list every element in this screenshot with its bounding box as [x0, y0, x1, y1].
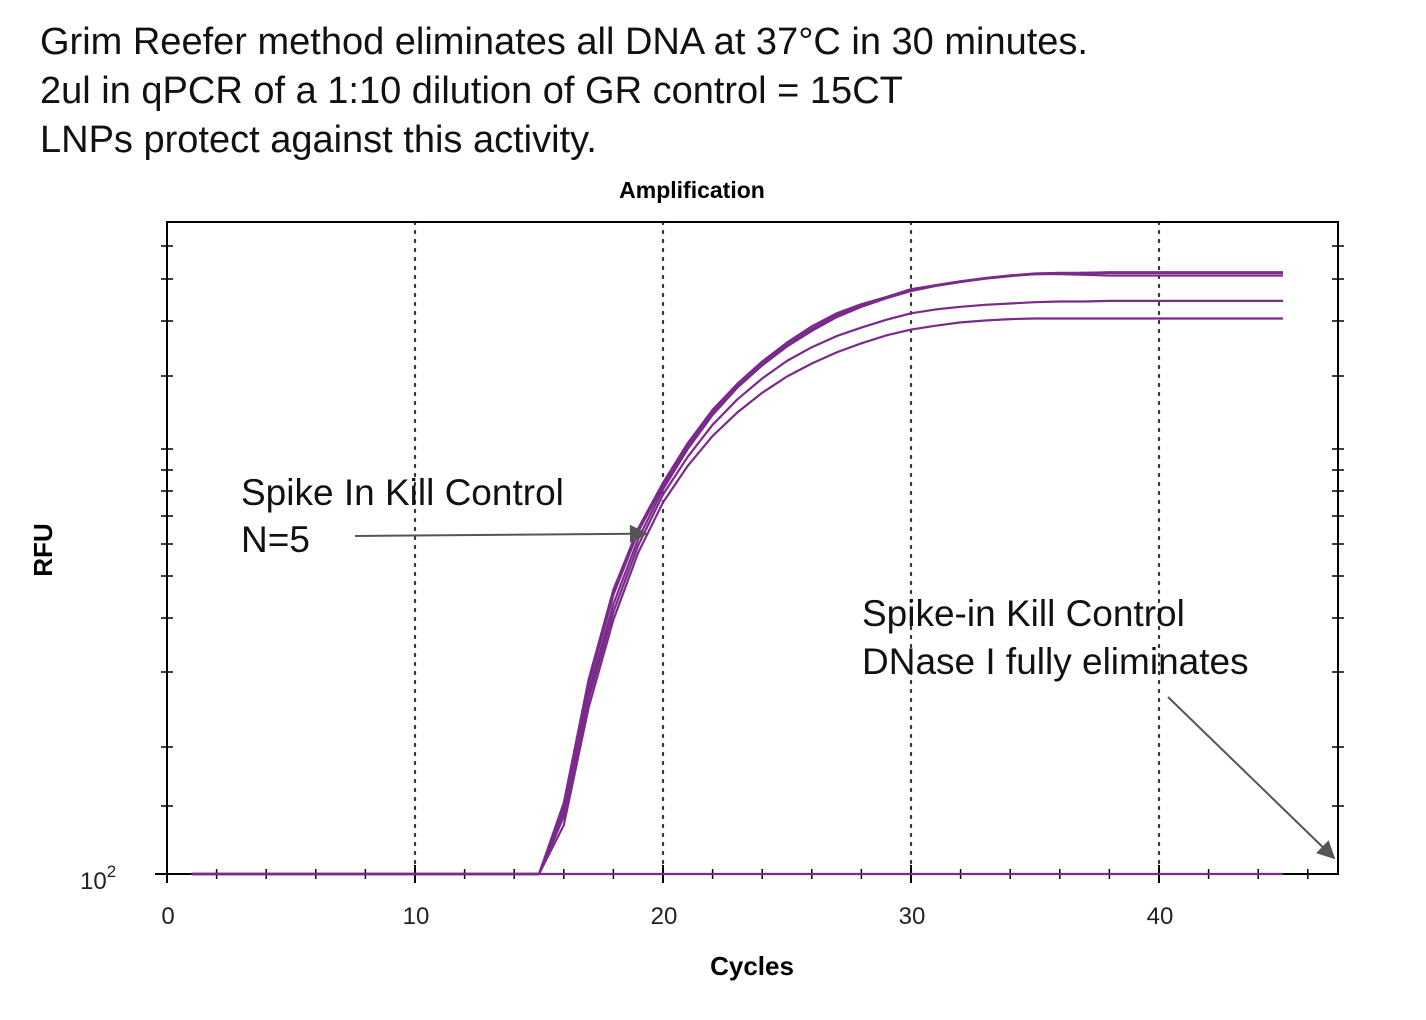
x-axis-label: Cycles — [710, 951, 794, 981]
annotation-dnase: Spike-in Kill Control DNase I fully elimi… — [862, 593, 1249, 682]
annotation-spike-in-n5: Spike In Kill Control N=5 — [241, 472, 564, 560]
annotation-arrow — [1167, 696, 1336, 860]
heading-line: Grim Reefer method eliminates all DNA at… — [40, 21, 1088, 63]
annotation-line: N=5 — [241, 519, 310, 560]
x-tick-label: 0 — [161, 903, 174, 930]
y-tick-label: 102 — [80, 862, 116, 895]
chart-title: Amplification — [619, 177, 765, 203]
heading: Grim Reefer method eliminates all DNA at… — [40, 18, 1088, 165]
grid-layer — [413, 220, 1161, 876]
x-tick-label: 40 — [1147, 903, 1174, 930]
series-line — [191, 271, 1283, 876]
y-tick-exp: 2 — [107, 862, 116, 881]
heading-line: 2ul in qPCR of a 1:10 dilution of GR con… — [40, 70, 903, 112]
series-line — [191, 271, 1283, 876]
heading-line: LNPs protect against this activity. — [40, 119, 597, 161]
series-line — [191, 273, 1283, 876]
annotation-line: DNase I fully eliminates — [862, 641, 1249, 682]
tick-layer — [155, 245, 1344, 883]
x-tick-label: 30 — [899, 903, 926, 930]
x-tick-label: 10 — [403, 903, 430, 930]
series-line — [191, 317, 1283, 876]
annotation-layer: Spike In Kill Control N=5 Spike-in Kill Co… — [241, 472, 1336, 860]
y-tick-base: 10 — [80, 868, 107, 895]
y-axis-label: RFU — [28, 523, 58, 576]
annotation-line: Spike-in Kill Control — [862, 593, 1185, 634]
series-layer — [191, 271, 1283, 876]
annotation-arrow — [354, 524, 648, 543]
annotation-line: Spike In Kill Control — [241, 472, 564, 513]
x-tick-label: 20 — [651, 903, 678, 930]
plot-frame — [166, 221, 1339, 875]
x-tick-labels: 0 10 20 30 40 — [161, 903, 1173, 930]
